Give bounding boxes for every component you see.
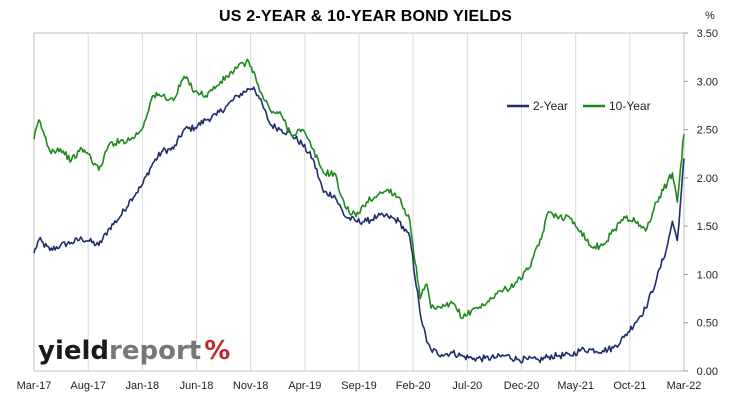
x-tick-label: Mar-17 bbox=[17, 380, 52, 392]
y-tick-label: 2.00 bbox=[697, 173, 718, 185]
plot-frame bbox=[33, 32, 685, 372]
x-tick-label: Mar-22 bbox=[667, 380, 702, 392]
x-tick-label: Jul-20 bbox=[452, 380, 482, 392]
y-axis-unit: % bbox=[705, 10, 715, 22]
legend-label: 2-Year bbox=[533, 99, 568, 113]
yieldreport-logo: yieldreport% bbox=[38, 336, 230, 366]
x-tick-label: May-21 bbox=[557, 380, 594, 392]
y-tick-label: 0.50 bbox=[697, 318, 718, 330]
series-lines bbox=[33, 58, 685, 364]
x-tick-label: Apr-19 bbox=[288, 380, 321, 392]
x-tick-label: Oct-21 bbox=[613, 380, 646, 392]
x-tick-label: Sep-19 bbox=[341, 380, 376, 392]
y-tick-label: 0.00 bbox=[697, 366, 718, 378]
series-line-2-year bbox=[33, 86, 685, 364]
chart-title: US 2-YEAR & 10-YEAR BOND YIELDS bbox=[218, 8, 513, 25]
logo-text-yield: yield bbox=[38, 336, 110, 366]
series-line-10-year bbox=[33, 58, 685, 320]
y-tick-label: 1.00 bbox=[697, 269, 718, 281]
legend-label: 10-Year bbox=[609, 99, 651, 113]
y-tick-label: 3.00 bbox=[697, 76, 718, 88]
x-tick-label: Nov-18 bbox=[233, 380, 268, 392]
logo-text-report: report bbox=[109, 336, 202, 366]
x-tick-label: Jun-18 bbox=[180, 380, 214, 392]
y-tick-label: 2.50 bbox=[697, 125, 718, 137]
y-tick-label: 1.50 bbox=[697, 221, 718, 233]
x-tick-label: Jan-18 bbox=[126, 380, 160, 392]
legend: 2-Year 10-Year bbox=[507, 99, 651, 113]
x-tick-label: Feb-20 bbox=[396, 380, 431, 392]
x-tick-label: Dec-20 bbox=[504, 380, 539, 392]
y-axis-ticks: 0.00 0.50 1.00 1.50 2.00 2.50 3.00 3.50 bbox=[684, 28, 718, 378]
y-tick-label: 3.50 bbox=[697, 28, 718, 40]
gridlines bbox=[87, 33, 631, 371]
x-tick-label: Aug-17 bbox=[70, 380, 105, 392]
logo-percent-icon: % bbox=[204, 336, 231, 366]
x-axis-ticks: Mar-17 Aug-17 Jan-18 Jun-18 Nov-18 Apr-19 Sep-… bbox=[17, 380, 702, 392]
